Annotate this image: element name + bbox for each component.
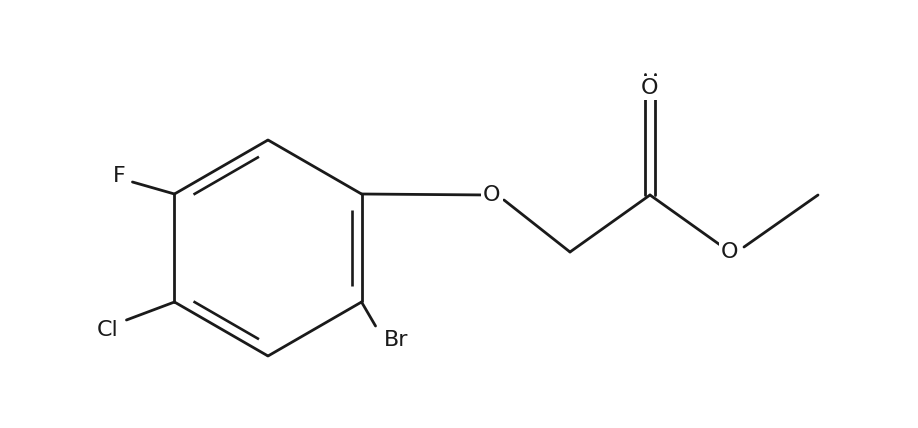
Text: O: O — [483, 185, 500, 205]
Text: F: F — [113, 166, 125, 186]
Text: O: O — [722, 242, 739, 262]
Text: Cl: Cl — [96, 320, 118, 340]
Text: O: O — [642, 78, 659, 98]
Text: Br: Br — [384, 330, 408, 350]
